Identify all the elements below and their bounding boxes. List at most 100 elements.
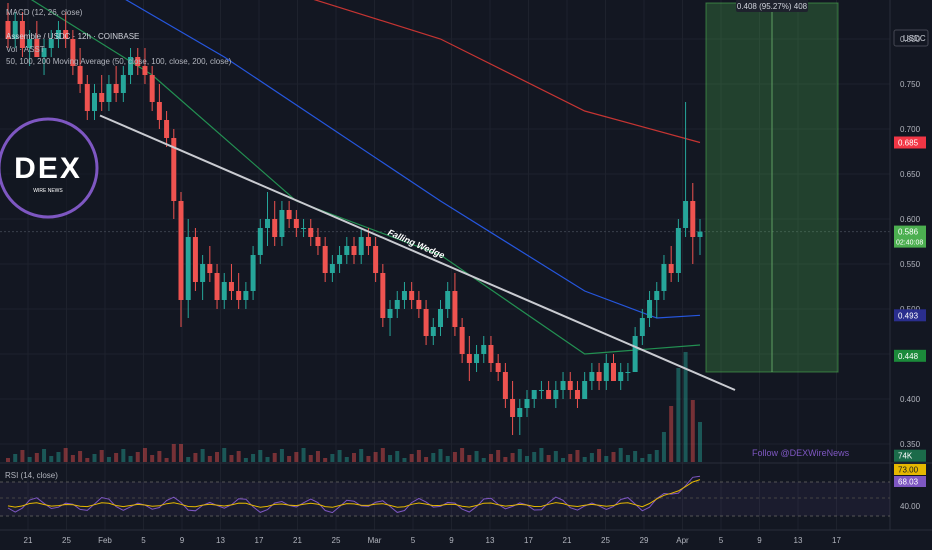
price-tick: 0.700 [900, 125, 921, 134]
time-label: Mar [368, 536, 382, 545]
volume-bar [424, 457, 429, 462]
time-label: Apr [676, 536, 689, 545]
candle [301, 228, 307, 229]
volume-bar [279, 449, 284, 462]
candle [423, 309, 429, 336]
volume-bar [460, 448, 465, 462]
candle [481, 345, 487, 354]
time-axis[interactable]: 21 25 Feb 5 9 13 17 21 25 Mar 5 9 13 17 21 25 29 Apr 5 9 13 1… [0, 529, 932, 545]
candle [409, 291, 415, 300]
volume-bar [128, 456, 133, 462]
candle [380, 273, 386, 318]
volume-bar [373, 452, 378, 462]
price-axis[interactable]: USDC0.8000.7500.7000.6500.6000.5500.5000… [893, 29, 929, 511]
candle [48, 39, 54, 48]
candle [683, 201, 689, 228]
candle [84, 84, 90, 111]
candle [358, 237, 364, 255]
candle [92, 93, 97, 111]
candle [55, 30, 61, 39]
volume-bar [315, 451, 320, 462]
volume-bar [604, 456, 609, 462]
volume-bar [452, 452, 457, 462]
candle [236, 291, 242, 300]
price-badge [894, 225, 926, 248]
volume-bar [157, 451, 162, 462]
volume-bar [92, 454, 97, 462]
follow-text: Follow @DEXWireNews [752, 448, 850, 458]
volume-bar [150, 455, 155, 462]
price-tick: 0.800 [900, 35, 921, 44]
logo-ring [0, 117, 99, 219]
volume-bar [330, 454, 335, 462]
volume-bar [690, 400, 695, 462]
volume-bar [582, 457, 587, 462]
candle [135, 57, 141, 66]
candle [611, 363, 616, 381]
candle [546, 390, 552, 399]
volume-bar [272, 453, 277, 462]
volume-label: Vol · ASST [6, 45, 45, 54]
time-label: 29 [640, 536, 649, 545]
candle [373, 246, 379, 273]
logo-text: DEX [14, 152, 82, 185]
price-badge-label: 74K [898, 452, 913, 461]
volume-bar [265, 457, 270, 462]
candle [337, 255, 343, 264]
rsi-badge [894, 476, 926, 487]
volume-bar [445, 456, 450, 462]
candle [567, 381, 573, 390]
volume-bar [467, 455, 472, 462]
rsi-pane[interactable] [0, 475, 890, 517]
candle [19, 21, 25, 48]
volume-bar [6, 458, 10, 462]
candle [12, 21, 18, 39]
candle [207, 264, 213, 273]
volume-bar [56, 452, 61, 462]
candle [596, 372, 602, 381]
volume-bar [683, 352, 688, 462]
volume-bar [222, 448, 227, 462]
currency-label: USDC [903, 34, 926, 43]
candle [34, 39, 40, 57]
volume-bar [171, 444, 176, 462]
volume-bar [589, 453, 594, 462]
candle [654, 291, 660, 300]
volume-bar [142, 448, 147, 462]
measure-box[interactable]: 0.408 (95.27%) 408 [705, 0, 839, 373]
logo-subtext: WIRE NEWS [33, 188, 63, 194]
volume-bar [510, 453, 515, 462]
price-badge [894, 136, 926, 149]
volume-bar [366, 456, 371, 462]
volume-bar [416, 450, 421, 462]
volume-bar [352, 453, 356, 462]
macd-label: MACD (12, 26, close) [6, 8, 83, 17]
candle [430, 327, 436, 336]
candle [178, 201, 184, 300]
time-label: 9 [449, 536, 454, 545]
candle [286, 210, 292, 219]
candle [113, 84, 119, 93]
candle [272, 219, 278, 237]
volume-bar [63, 448, 68, 462]
volume-bar [164, 458, 169, 462]
candles [5, 3, 703, 435]
candle [589, 372, 595, 381]
volume-bar [27, 457, 32, 462]
candle [63, 30, 69, 39]
rsi-label: RSI (14, close) [5, 471, 58, 480]
candle [438, 309, 443, 327]
time-label: 5 [141, 536, 146, 545]
candle [214, 273, 220, 300]
candle [308, 228, 314, 237]
price-tick: 0.350 [900, 440, 921, 449]
candle [502, 372, 508, 399]
ma-label: 50, 100, 200 Moving Average (50, close, … [6, 57, 232, 66]
volume-bars [6, 352, 702, 462]
time-label: 13 [216, 536, 225, 545]
candle [517, 408, 523, 417]
volume-bar [78, 451, 83, 462]
candle [394, 300, 400, 309]
volume-bar [698, 422, 702, 462]
